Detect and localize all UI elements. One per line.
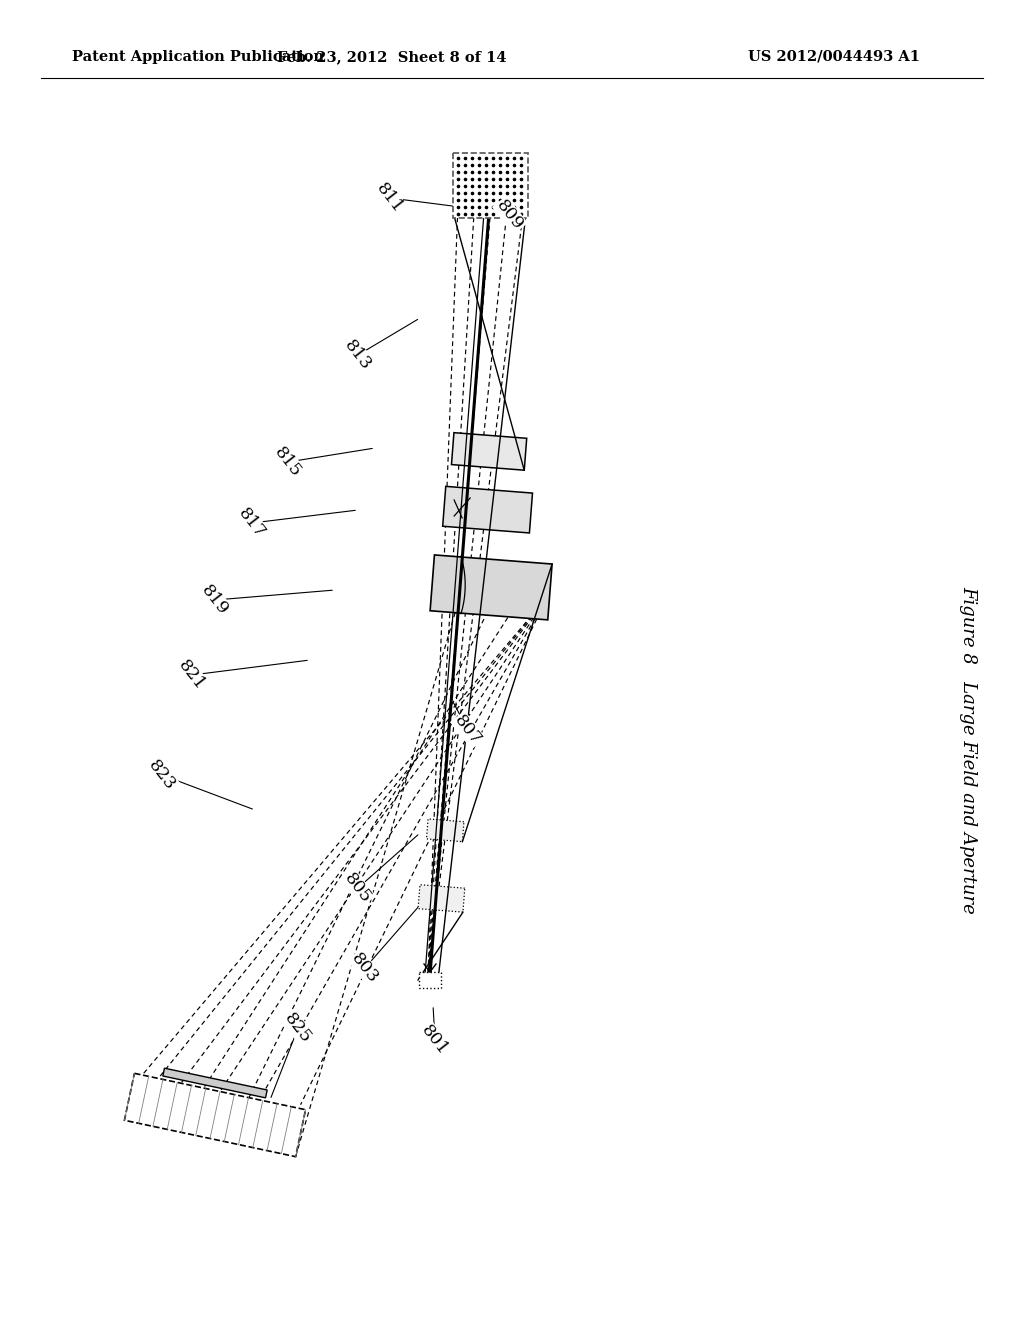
Text: 821: 821 [175,657,209,693]
Text: 819: 819 [198,582,231,618]
Text: 817: 817 [236,504,269,541]
Text: 823: 823 [145,756,179,793]
Text: Feb. 23, 2012  Sheet 8 of 14: Feb. 23, 2012 Sheet 8 of 14 [278,50,507,63]
Text: 805: 805 [341,870,375,907]
Polygon shape [452,433,526,470]
Text: Patent Application Publication: Patent Application Publication [72,50,324,63]
Polygon shape [430,554,552,620]
Text: US 2012/0044493 A1: US 2012/0044493 A1 [748,50,920,63]
Text: 811: 811 [373,180,407,216]
Polygon shape [163,1068,267,1098]
Polygon shape [442,486,532,533]
Text: 801: 801 [418,1022,452,1059]
Polygon shape [418,884,465,912]
Polygon shape [426,818,464,842]
Text: 813: 813 [341,337,375,374]
Bar [453,153,527,218]
Text: Figure 8   Large Field and Aperture: Figure 8 Large Field and Aperture [959,586,977,913]
Text: 803: 803 [348,949,382,986]
Text: 807: 807 [452,711,485,748]
Text: 825: 825 [281,1010,315,1047]
Text: 815: 815 [271,444,305,480]
Text: 809: 809 [494,197,527,234]
Bar [419,972,441,987]
Polygon shape [125,1073,305,1156]
